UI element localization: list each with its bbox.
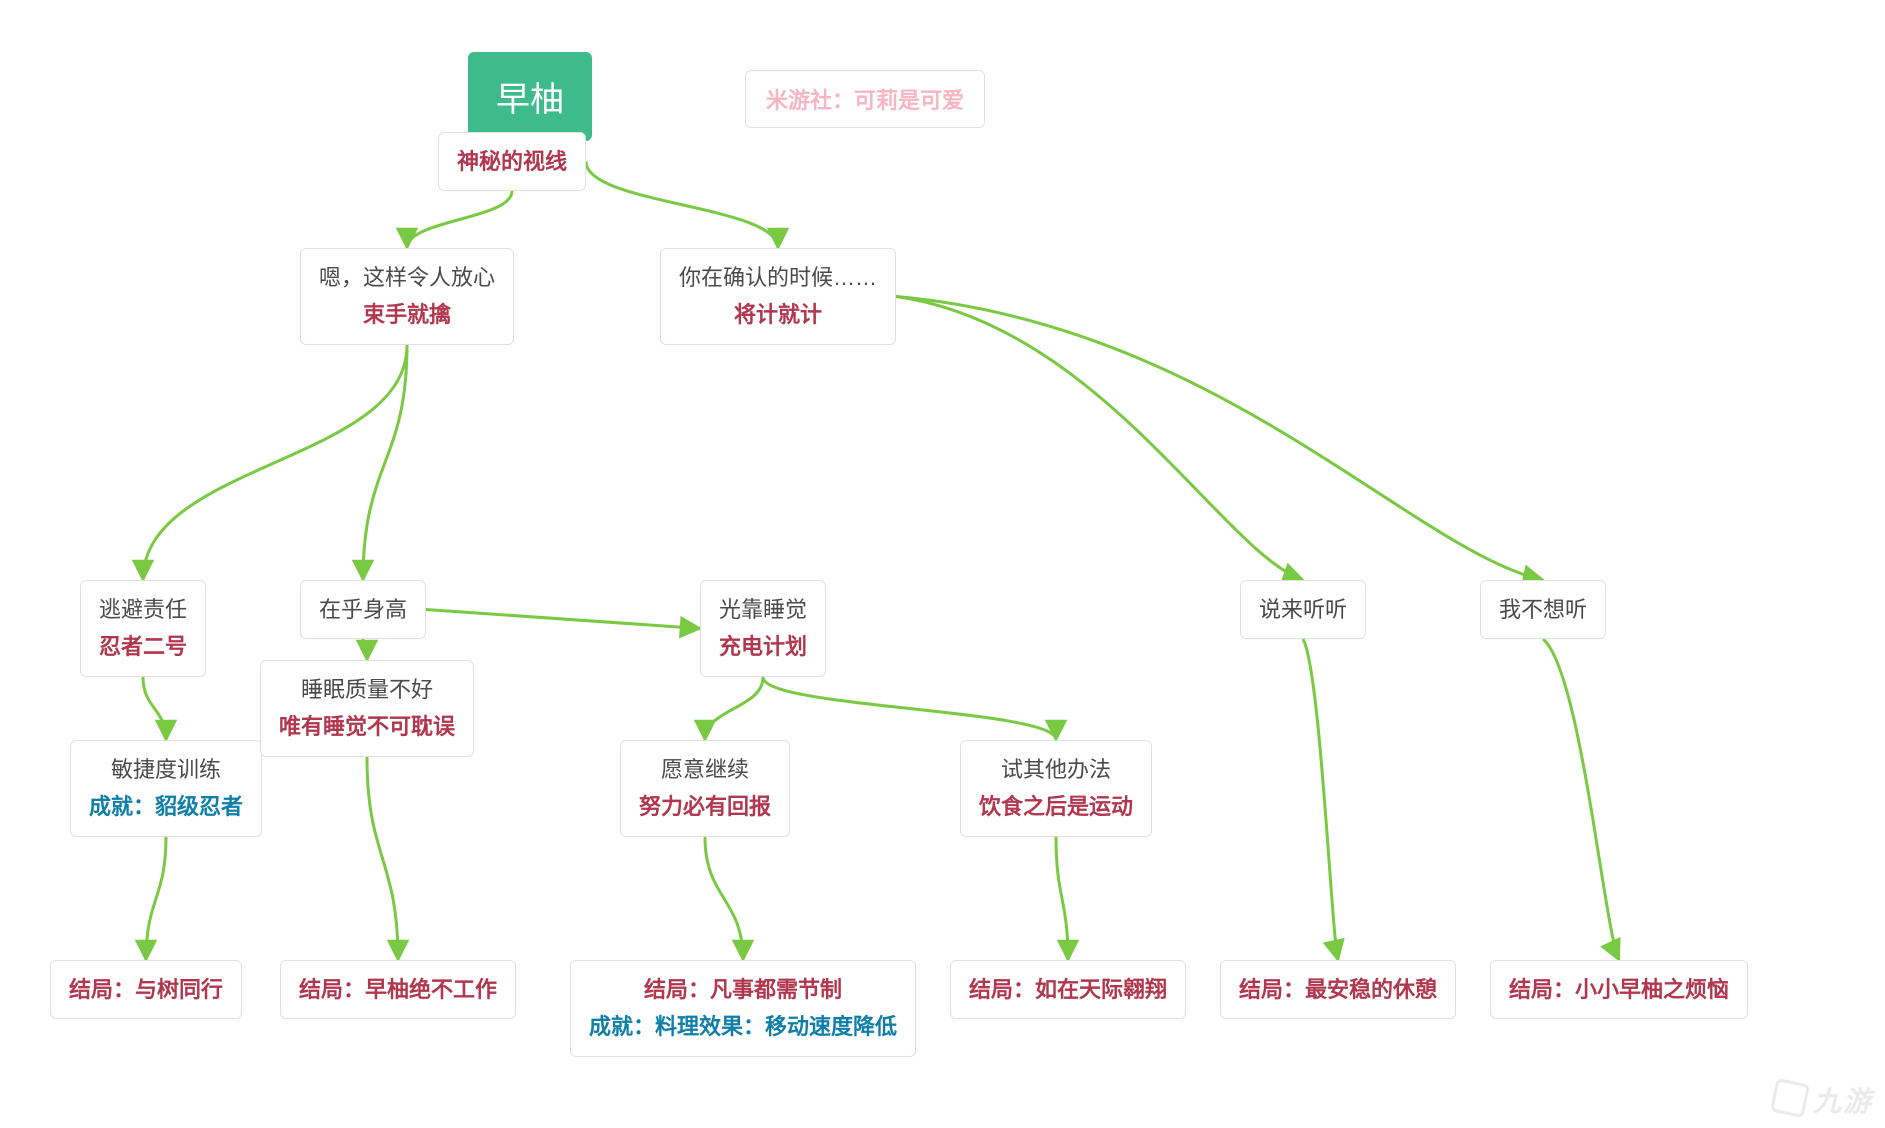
root-label: 早柚 <box>496 72 564 121</box>
edge-n3-n8 <box>143 677 166 740</box>
n8-line-1: 成就：貂级忍者 <box>89 788 243 825</box>
ending-2: 结局：早柚绝不工作 <box>280 960 516 1019</box>
n2-line-1: 将计就计 <box>679 296 877 333</box>
n11-line-1: 饮食之后是运动 <box>979 788 1133 825</box>
n9-line-1: 唯有睡觉不可耽误 <box>279 708 455 745</box>
n9-line-0: 睡眠质量不好 <box>279 671 455 708</box>
e3-line-0: 结局：凡事都需节制 <box>589 971 897 1008</box>
watermark-icon <box>1770 1078 1810 1118</box>
edge-n0-n2 <box>586 162 778 249</box>
edge-n4-n5 <box>426 610 700 629</box>
node-start: 神秘的视线 <box>438 132 586 191</box>
n1-line-1: 束手就擒 <box>319 296 495 333</box>
edge-n7-e6 <box>1543 639 1619 960</box>
node-listen: 说来听听 <box>1240 580 1366 639</box>
n2-line-0: 你在确认的时候…… <box>679 259 877 296</box>
node-sleepquality: 睡眠质量不好唯有睡觉不可耽误 <box>260 660 474 757</box>
e6-line-0: 结局：小小早柚之烦恼 <box>1509 971 1729 1008</box>
edge-n4-n9 <box>363 639 367 660</box>
edge-n8-e1 <box>146 837 166 960</box>
node-sleep: 光靠睡觉充电计划 <box>700 580 826 677</box>
node-agility: 敏捷度训练成就：貂级忍者 <box>70 740 262 837</box>
edge-n2-n6 <box>896 297 1303 581</box>
e2-line-0: 结局：早柚绝不工作 <box>299 971 497 1008</box>
flowchart-canvas: 早柚 米游社：可莉是可爱 神秘的视线 嗯，这样令人放心束手就擒 你在确认的时候…… <box>0 0 1885 1128</box>
ending-4: 结局：如在天际翱翔 <box>950 960 1186 1019</box>
node-nolisten: 我不想听 <box>1480 580 1606 639</box>
node-choice-right: 你在确认的时候……将计就计 <box>660 248 896 345</box>
node-choice-left: 嗯，这样令人放心束手就擒 <box>300 248 514 345</box>
ending-1: 结局：与树同行 <box>50 960 242 1019</box>
n8-line-0: 敏捷度训练 <box>89 751 243 788</box>
edge-n1-n3 <box>143 345 407 580</box>
node-escape: 逃避责任忍者二号 <box>80 580 206 677</box>
e5-line-0: 结局：最安稳的休憩 <box>1239 971 1437 1008</box>
e3-line-1: 成就：料理效果：移动速度降低 <box>589 1008 897 1045</box>
n11-line-0: 试其他办法 <box>979 751 1133 788</box>
n3-line-0: 逃避责任 <box>99 591 187 628</box>
n6-line-0: 说来听听 <box>1259 591 1347 628</box>
edges-layer <box>0 0 1885 1128</box>
edge-n6-e5 <box>1303 639 1338 960</box>
edge-n2-n7 <box>896 297 1543 581</box>
e1-line-0: 结局：与树同行 <box>69 971 223 1008</box>
edge-n9-e2 <box>367 757 398 960</box>
root-node: 早柚 <box>468 52 592 141</box>
edge-n0-n1 <box>407 191 512 248</box>
watermark: 九游 <box>1773 1080 1873 1120</box>
n10-line-1: 努力必有回报 <box>639 788 771 825</box>
ending-5: 结局：最安稳的休憩 <box>1220 960 1456 1019</box>
node-continue: 愿意继续努力必有回报 <box>620 740 790 837</box>
n1-line-0: 嗯，这样令人放心 <box>319 259 495 296</box>
e4-line-0: 结局：如在天际翱翔 <box>969 971 1167 1008</box>
edge-n5-n11 <box>763 677 1056 740</box>
credit-badge-text: 米游社：可莉是可爱 <box>766 88 964 113</box>
edge-n1-n4 <box>363 345 407 580</box>
n4-line-0: 在乎身高 <box>319 591 407 628</box>
edge-n5-n10 <box>705 677 763 740</box>
edge-n11-e4 <box>1056 837 1068 960</box>
n5-line-1: 充电计划 <box>719 628 807 665</box>
n7-line-0: 我不想听 <box>1499 591 1587 628</box>
n3-line-1: 忍者二号 <box>99 628 187 665</box>
n0-line-0: 神秘的视线 <box>457 143 567 180</box>
n10-line-0: 愿意继续 <box>639 751 771 788</box>
ending-3: 结局：凡事都需节制成就：料理效果：移动速度降低 <box>570 960 916 1057</box>
node-height: 在乎身高 <box>300 580 426 639</box>
credit-badge: 米游社：可莉是可爱 <box>745 70 985 128</box>
ending-6: 结局：小小早柚之烦恼 <box>1490 960 1748 1019</box>
edge-n10-e3 <box>705 837 743 960</box>
node-tryother: 试其他办法饮食之后是运动 <box>960 740 1152 837</box>
n5-line-0: 光靠睡觉 <box>719 591 807 628</box>
watermark-text: 九游 <box>1813 1086 1873 1117</box>
